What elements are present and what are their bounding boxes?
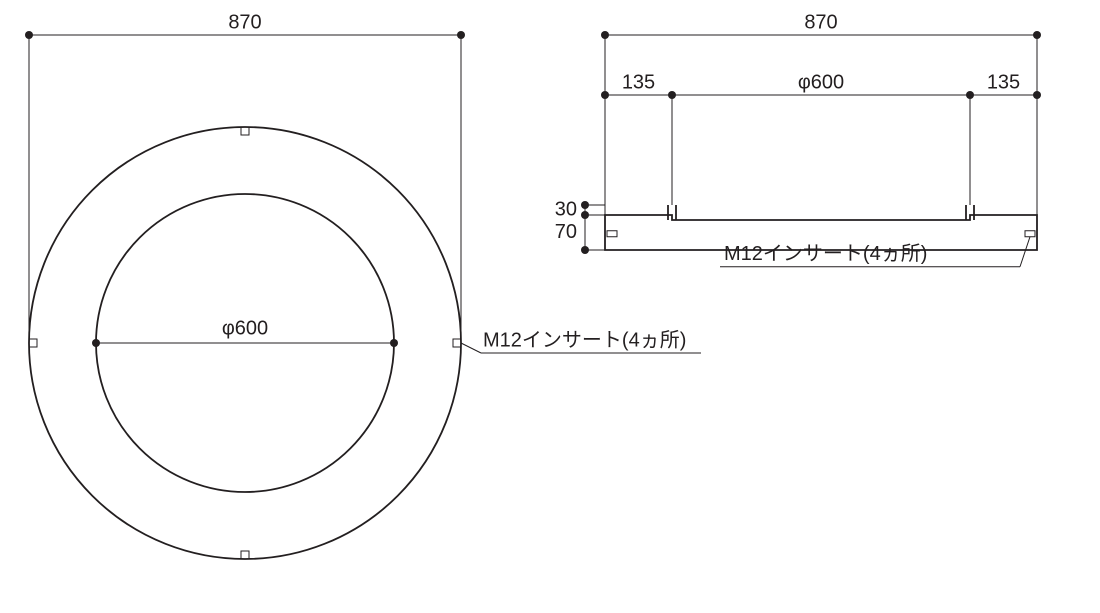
technical-drawing: 870 φ600 M12インサート(4ヵ所) 870 135 φ600 135 3070 M12… bbox=[0, 0, 1100, 613]
insert-mark-left bbox=[29, 339, 37, 347]
insert-note-side: M12インサート(4ヵ所) bbox=[724, 242, 927, 265]
side-insert-right bbox=[1025, 231, 1035, 237]
plan-view: 870 φ600 M12インサート(4ヵ所) bbox=[25, 11, 701, 559]
side-view: 870 135 φ600 135 3070 M12インサート(4ヵ所) bbox=[555, 11, 1041, 266]
insert-mark-right bbox=[453, 339, 461, 347]
dim-label-phi600-side: φ600 bbox=[798, 71, 844, 93]
dim-label-phi600-plan: φ600 bbox=[222, 317, 268, 339]
dim-label-870-plan: 870 bbox=[228, 11, 261, 33]
dim-label-135-right: 135 bbox=[987, 71, 1020, 93]
dim-label-70: 70 bbox=[555, 221, 577, 243]
dim-label-870-side: 870 bbox=[804, 11, 837, 33]
insert-mark-top bbox=[241, 127, 249, 135]
insert-mark-bottom bbox=[241, 551, 249, 559]
side-insert-left bbox=[607, 231, 617, 237]
dim-label-135-left: 135 bbox=[622, 71, 655, 93]
dim-label-30: 30 bbox=[555, 198, 577, 220]
insert-note-plan: M12インサート(4ヵ所) bbox=[483, 328, 686, 351]
